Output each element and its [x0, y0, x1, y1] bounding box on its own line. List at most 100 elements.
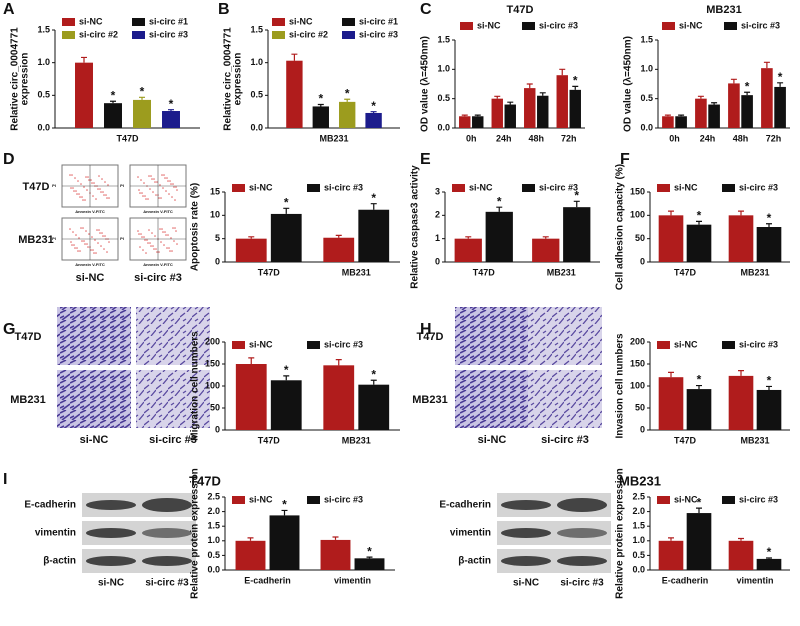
- legend-swatch: [132, 31, 145, 39]
- error-bar: [168, 109, 174, 112]
- y-tick-label: 2.5: [632, 491, 645, 501]
- y-tick-label: 3: [435, 186, 440, 196]
- y-tick-label: 1.0: [437, 64, 450, 74]
- significance-mark: *: [573, 74, 578, 88]
- bar: [675, 116, 687, 128]
- y-axis-label: OD value (λ=450nm): [420, 36, 431, 132]
- flow-dot: [100, 245, 102, 247]
- flow-dot: [86, 189, 88, 191]
- flow-dot: [140, 233, 142, 235]
- flow-dot: [103, 248, 105, 250]
- flow-dot: [144, 195, 146, 197]
- y-tick-label: 100: [630, 380, 645, 390]
- legend-swatch: [62, 18, 75, 26]
- flow-dot: [105, 194, 107, 196]
- y-tick-label: 0.0: [632, 564, 645, 574]
- column-label: si-NC: [478, 434, 507, 446]
- flow-dot: [141, 236, 143, 238]
- blot-band: [557, 556, 607, 566]
- flow-dot: [76, 193, 78, 195]
- flow-dot: [104, 235, 106, 237]
- flow-dot: [162, 187, 164, 189]
- column-label: si-circ #3: [541, 434, 589, 446]
- flow-dot: [95, 252, 97, 254]
- bar: [454, 238, 482, 262]
- bar: [354, 558, 385, 570]
- legend-label: si-NC: [469, 182, 493, 192]
- error-bar: [763, 61, 770, 69]
- legend-label: si-circ #3: [324, 182, 363, 192]
- y-axis-label: Relative caspase3 activity: [410, 165, 421, 289]
- error-bar: [110, 100, 116, 104]
- error-bar: [696, 507, 702, 514]
- significance-mark: *: [318, 92, 323, 106]
- error-bar: [283, 375, 290, 381]
- flow-dot: [152, 245, 154, 247]
- flow-dot: [160, 197, 162, 199]
- blot-band: [142, 556, 192, 566]
- bar: [686, 389, 712, 430]
- flow-dot: [92, 195, 94, 197]
- bar: [270, 380, 302, 430]
- legend-swatch: [657, 341, 670, 349]
- significance-mark: *: [497, 194, 502, 208]
- y-axis-label: Relative circ_0004771: [223, 27, 234, 131]
- flow-dot: [164, 231, 166, 233]
- error-bar: [730, 78, 737, 84]
- y-tick-label: 0.0: [250, 122, 263, 132]
- x-tick-label: 48h: [733, 133, 749, 143]
- flow-dot: [79, 250, 81, 252]
- x-tick-label: 72h: [766, 133, 782, 143]
- error-bar: [370, 379, 377, 385]
- legend-swatch: [232, 341, 245, 349]
- legend-swatch: [272, 18, 285, 26]
- error-bar: [281, 509, 288, 516]
- flow-dot: [159, 184, 161, 186]
- significance-mark: *: [140, 84, 145, 98]
- significance-mark: *: [345, 86, 350, 100]
- legend-label: si-circ #3: [741, 20, 780, 30]
- y-tick-label: 0: [640, 424, 645, 434]
- error-bar: [507, 101, 514, 105]
- flow-dot: [173, 186, 175, 188]
- bar: [708, 104, 720, 128]
- error-bar: [766, 223, 772, 227]
- blot-row-label: E-cadherin: [439, 500, 491, 511]
- flow-dot: [92, 249, 94, 251]
- y-tick-label: 1.5: [437, 34, 450, 44]
- bar: [235, 238, 267, 262]
- flow-dot: [98, 175, 100, 177]
- x-tick-label: MB231: [740, 267, 769, 277]
- flow-dot: [99, 232, 101, 234]
- cell-image: [136, 370, 210, 428]
- flow-y-axis: PI: [120, 183, 124, 188]
- legend-label: si-NC: [249, 182, 273, 192]
- bar: [472, 116, 484, 128]
- bar: [104, 103, 122, 128]
- blot-band: [501, 556, 551, 566]
- flow-dot: [108, 197, 110, 199]
- flow-dot: [80, 183, 82, 185]
- flow-dot: [148, 229, 150, 231]
- bar: [358, 384, 390, 430]
- bar: [235, 540, 266, 570]
- x-tick-label: E-cadherin: [662, 575, 709, 585]
- bar: [323, 237, 355, 262]
- y-tick-label: 0.5: [640, 93, 653, 103]
- significance-mark: *: [282, 498, 287, 512]
- x-tick-label: T47D: [258, 435, 281, 445]
- panel-label: I: [3, 471, 7, 488]
- blot-row-label: vimentin: [35, 528, 76, 539]
- flow-dot: [93, 182, 95, 184]
- flow-dot: [144, 239, 146, 241]
- flow-dot: [148, 175, 150, 177]
- flow-dot: [170, 237, 172, 239]
- panel-label: B: [218, 1, 230, 18]
- legend-label: si-circ #3: [149, 29, 188, 39]
- legend-label: si-NC: [477, 20, 501, 30]
- significance-mark: *: [745, 79, 750, 93]
- bar: [235, 364, 267, 430]
- x-tick-label: vimentin: [334, 575, 371, 585]
- chart-title: T47D: [507, 4, 534, 16]
- flow-dot: [90, 249, 92, 251]
